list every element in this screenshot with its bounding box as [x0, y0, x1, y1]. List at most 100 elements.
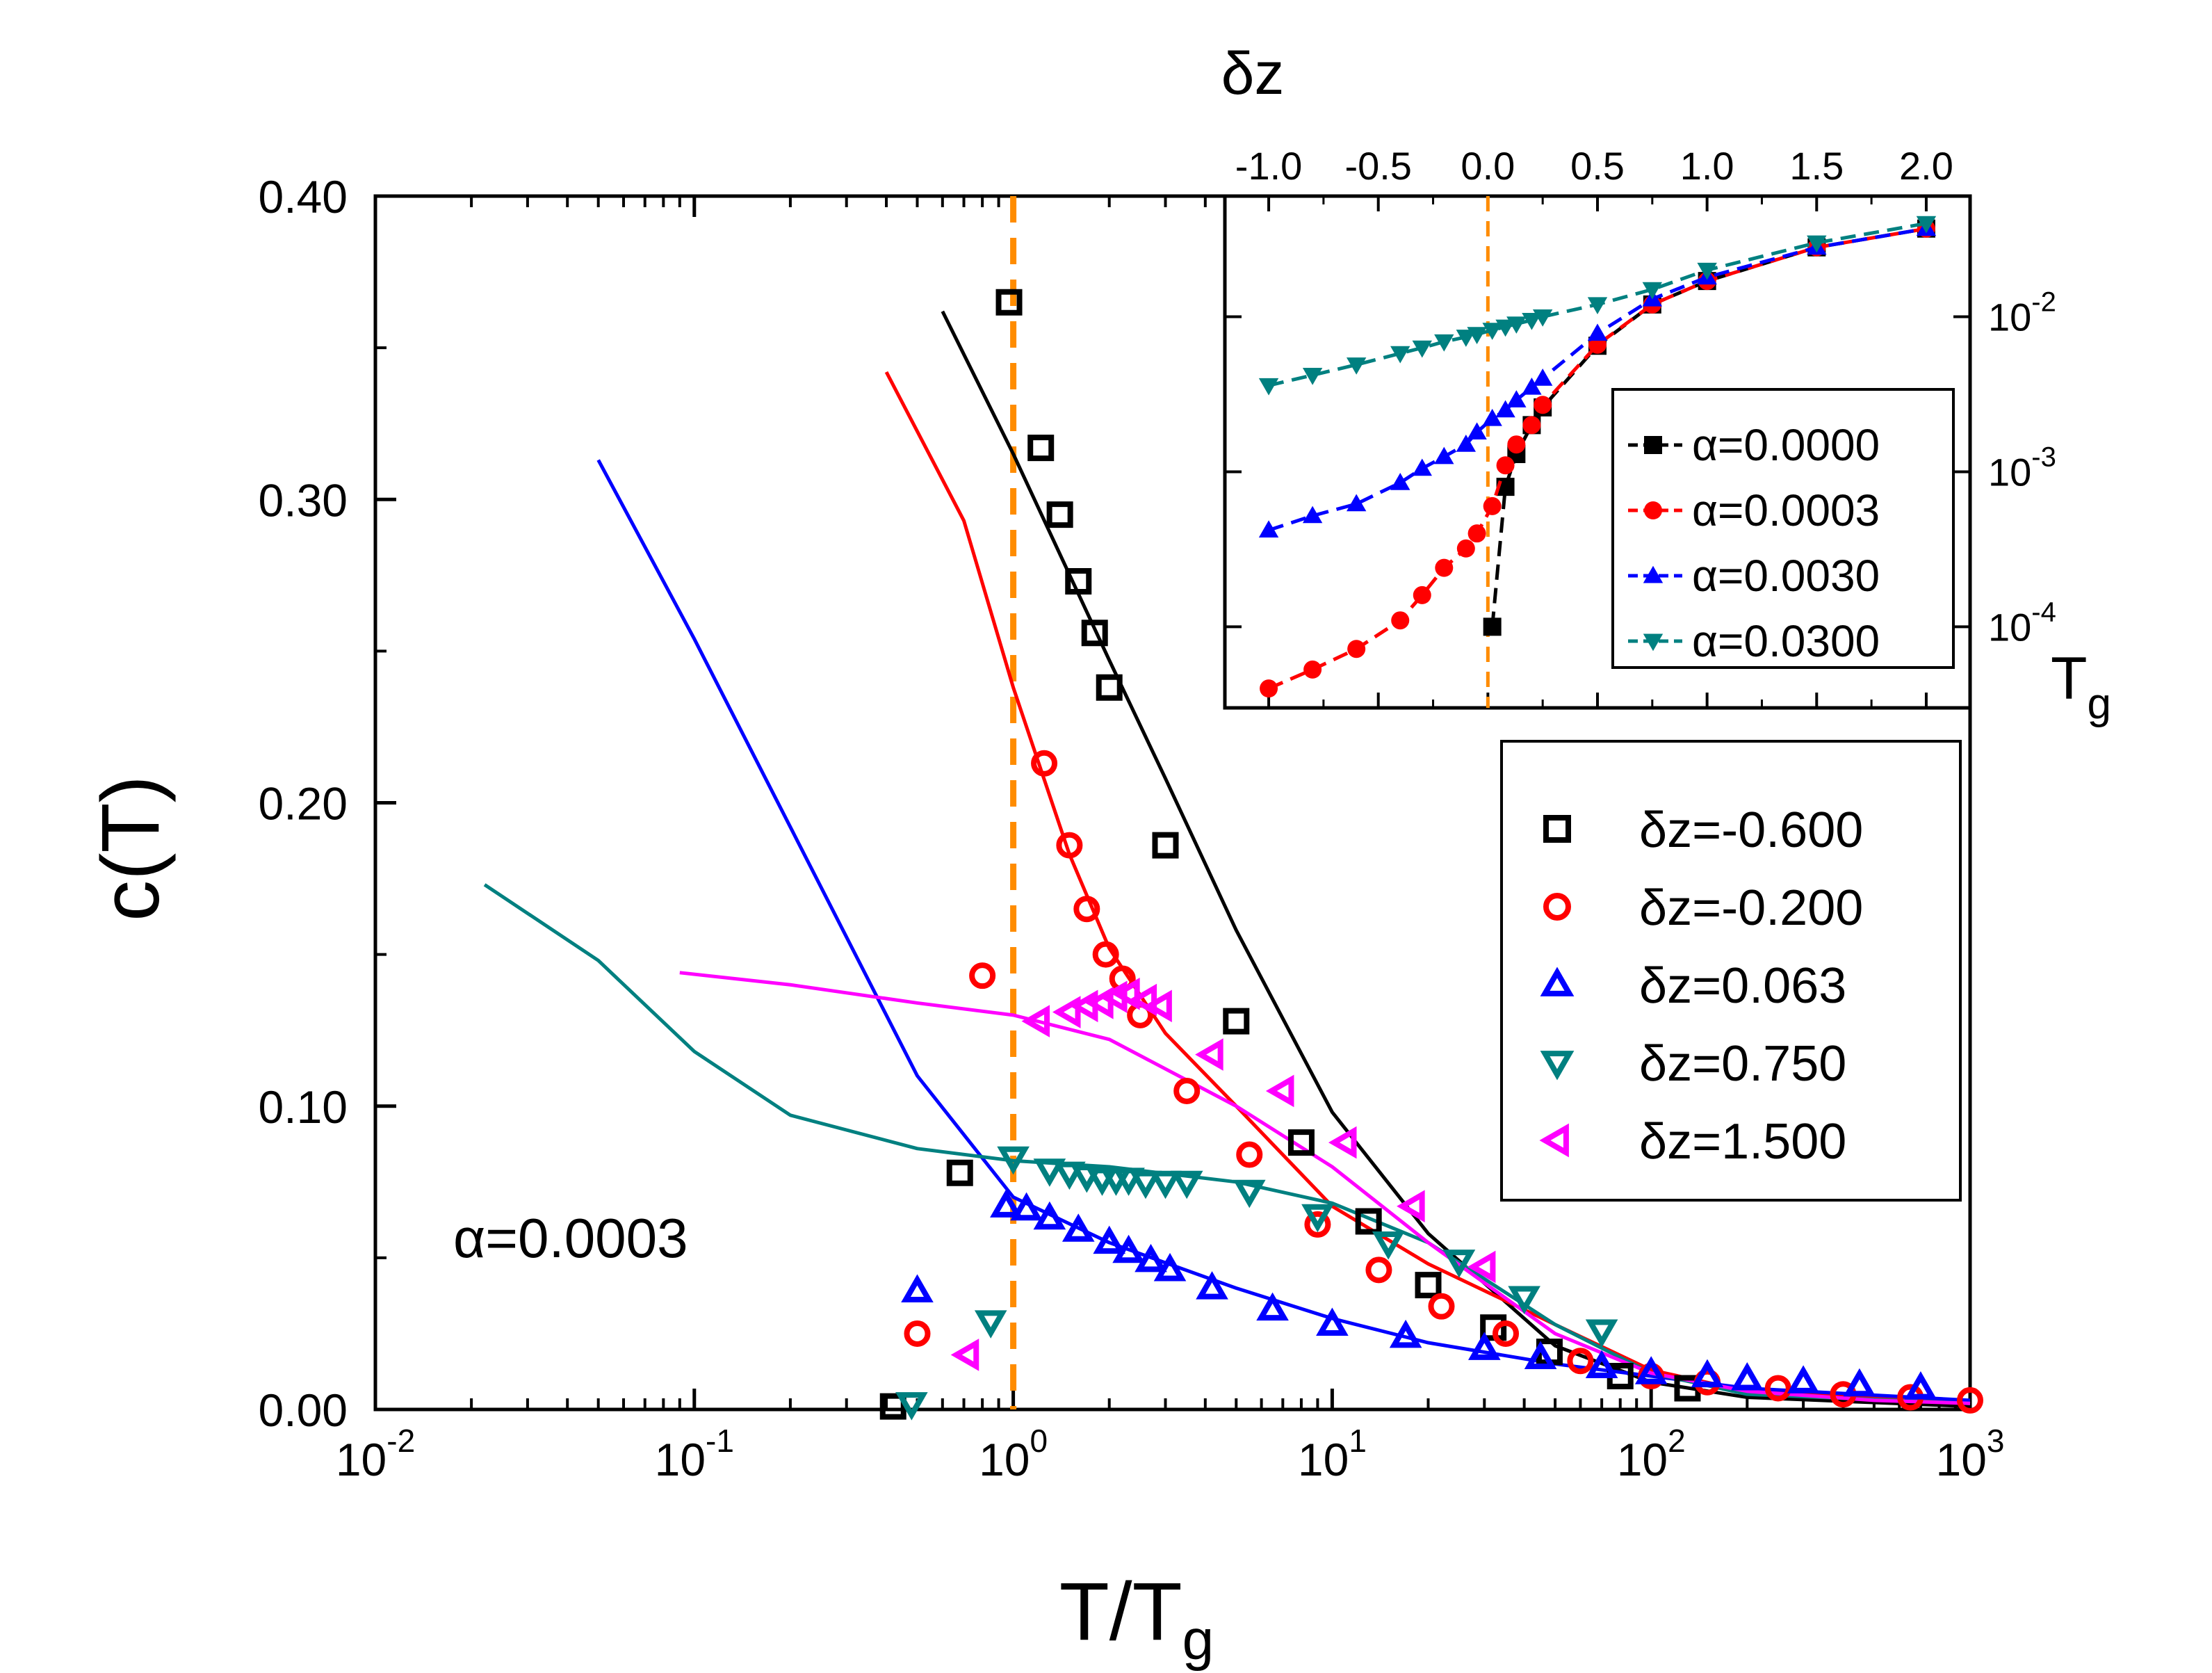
- data-point: [901, 1274, 934, 1302]
- data-point: [1046, 501, 1073, 528]
- data-point: [1173, 1077, 1201, 1104]
- inset-data-point: [1258, 520, 1279, 538]
- data-point: [1442, 1250, 1476, 1278]
- data-point: [1397, 1190, 1425, 1223]
- inset-data-point: [1506, 390, 1527, 407]
- inset-data-point: [1534, 396, 1552, 414]
- main-y-tick-label: 0.30: [259, 474, 348, 526]
- data-point: [1149, 1170, 1182, 1199]
- legend-label: δz=-0.200: [1639, 880, 1863, 936]
- main-y-tick-label: 0.40: [259, 171, 348, 223]
- main-x-tick-label: 102: [1617, 1423, 1686, 1485]
- main-y-axis-title: c(T): [85, 775, 177, 921]
- inset-data-point: [1302, 368, 1323, 385]
- inset-legend-label: α=0.0003: [1692, 485, 1880, 535]
- data-point: [1062, 1213, 1095, 1242]
- legend-marker: [1539, 1123, 1569, 1158]
- inset-data-point: [1916, 216, 1937, 234]
- inset-data-point: [1467, 422, 1487, 440]
- inset-data-point: [1496, 456, 1515, 475]
- data-point: [1567, 1348, 1594, 1375]
- inset-data-point: [1390, 472, 1410, 490]
- data-point: [1129, 1170, 1162, 1199]
- data-point: [1152, 832, 1179, 859]
- inset-data-point: [1522, 312, 1542, 330]
- inset-legend: α=0.0000 α=0.0003 α=0.0030 α=0.0300: [1628, 420, 1880, 666]
- inset-x-tick-label: 0.0: [1461, 144, 1515, 188]
- inset-y-tick-label: 10-4: [1988, 597, 2056, 649]
- legend-label: δz=0.750: [1639, 1036, 1846, 1092]
- data-point: [1021, 1005, 1050, 1037]
- data-point: [1493, 1320, 1520, 1347]
- main-x-tick-label: 10-1: [655, 1423, 734, 1485]
- inset-data-point: [1495, 319, 1515, 337]
- data-point: [1787, 1365, 1820, 1393]
- inset-legend-label: α=0.0030: [1692, 551, 1880, 601]
- inset-data-point: [1467, 524, 1486, 543]
- data-point: [1536, 1339, 1563, 1366]
- data-point: [1365, 1256, 1392, 1284]
- data-point: [1508, 1286, 1540, 1314]
- inset-data-point: [1483, 617, 1502, 636]
- inset-data-point: [1346, 494, 1367, 512]
- inset-series: [1258, 216, 1937, 698]
- main-axes: 10-2 10-1 100 101 102 103 0.00 0.10 0.20 0.30 0.40: [259, 171, 2005, 1485]
- data-point: [1265, 1074, 1294, 1108]
- main-y-tick-label: 0.00: [259, 1384, 348, 1436]
- inset-data-point: [1412, 458, 1432, 476]
- main-x-tick-label: 103: [1935, 1423, 2004, 1485]
- legend-marker: [1540, 967, 1575, 996]
- data-point: [1287, 1129, 1315, 1156]
- data-point: [1236, 1141, 1263, 1168]
- data-point: [1135, 1243, 1167, 1272]
- inset-data-point: [1413, 585, 1431, 604]
- inset-data-point: [1456, 539, 1475, 558]
- data-point: [1585, 1350, 1618, 1379]
- inset-legend-marker: [1643, 633, 1664, 652]
- inset-data-point: [1467, 327, 1487, 345]
- main-data-points: [879, 289, 1983, 1421]
- data-point: [1195, 1038, 1223, 1071]
- fit-curve-δz=1.500: [679, 971, 1971, 1405]
- main-legend-frame: [1500, 740, 1962, 1202]
- data-point: [1467, 1250, 1496, 1284]
- data-point: [1112, 978, 1140, 1010]
- data-point: [1904, 1371, 1937, 1400]
- data-point: [1428, 1293, 1455, 1320]
- inset-x-tick-label: 2.0: [1899, 144, 1953, 188]
- inset-data-point: [1507, 435, 1526, 454]
- data-point: [1196, 1271, 1228, 1300]
- main-y-tick-label: 0.20: [259, 778, 348, 830]
- inset-data-point: [1807, 235, 1827, 253]
- data-point: [1010, 1192, 1043, 1221]
- inset-x-tick-label: -0.5: [1344, 144, 1412, 188]
- inset-data-point: [1260, 679, 1278, 698]
- data-point: [1223, 1008, 1250, 1035]
- data-point: [1372, 1231, 1405, 1260]
- inset-data-point: [1435, 558, 1454, 577]
- legend-marker: [1540, 1051, 1575, 1081]
- inset-legend-label: α=0.0000: [1692, 420, 1880, 470]
- data-point: [1607, 1363, 1634, 1390]
- data-point: [1033, 1201, 1066, 1230]
- inset-legend-label: α=0.0300: [1692, 616, 1880, 666]
- data-point: [974, 1310, 1007, 1339]
- data-point: [1112, 1167, 1145, 1196]
- data-point: [1096, 674, 1123, 701]
- inset-x-tick-label: -1.0: [1235, 144, 1303, 188]
- data-point: [1316, 1307, 1349, 1336]
- inset-x-axis-title: δz: [1221, 40, 1285, 107]
- data-point: [1731, 1361, 1764, 1391]
- inset-data-point: [1532, 309, 1553, 327]
- inset-data-point: [1391, 611, 1410, 630]
- data-point: [1389, 1319, 1422, 1348]
- legend-label: δz=-0.600: [1639, 802, 1863, 858]
- data-point: [879, 1393, 906, 1420]
- inset-data-point: [1412, 340, 1432, 358]
- data-point: [1843, 1368, 1876, 1397]
- inset-data-point: [1697, 262, 1717, 280]
- inset-data-point: [1303, 660, 1322, 679]
- inset-data-point: [1390, 346, 1410, 364]
- data-point: [1480, 1314, 1507, 1341]
